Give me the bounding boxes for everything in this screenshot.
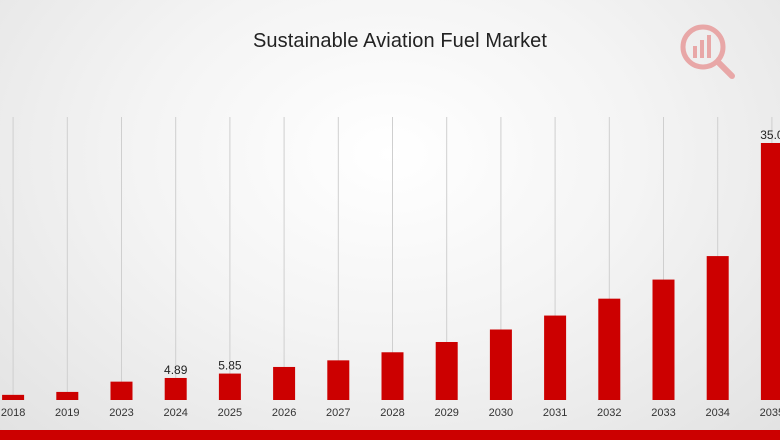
x-tick-label: 2025 bbox=[218, 407, 242, 419]
bar-2026 bbox=[273, 366, 296, 400]
x-tick-label: 2028 bbox=[380, 407, 404, 419]
bars bbox=[2, 143, 780, 400]
x-tick-label: 2030 bbox=[489, 407, 513, 419]
bar-2025 bbox=[218, 373, 241, 400]
x-tick-label: 2018 bbox=[1, 407, 25, 419]
bar-2018 bbox=[2, 394, 25, 400]
data-label: 5.85 bbox=[218, 359, 242, 373]
bar-2028 bbox=[381, 352, 404, 400]
data-label: 35.0 bbox=[760, 128, 780, 142]
bar-2024 bbox=[164, 377, 187, 400]
x-tick-label: 2024 bbox=[163, 407, 187, 419]
bottom-accent-band bbox=[0, 430, 780, 440]
x-tick-label: 2035 bbox=[760, 407, 780, 419]
bar-2034 bbox=[706, 256, 729, 400]
x-tick-label: 2032 bbox=[597, 407, 621, 419]
bar-2023 bbox=[110, 381, 133, 400]
data-label: 4.89 bbox=[164, 363, 188, 377]
bar-2031 bbox=[544, 315, 567, 400]
bar-2027 bbox=[327, 360, 350, 400]
chart-title: Sustainable Aviation Fuel Market bbox=[252, 30, 548, 52]
bar-2033 bbox=[652, 279, 675, 400]
x-tick-label: 2034 bbox=[705, 407, 729, 419]
bar-2035 bbox=[760, 143, 780, 400]
x-tick-label: 2019 bbox=[55, 407, 79, 419]
x-axis-ticks: 2018 2019 2023 2024 2025 2026 2027 2028 2029 2030… bbox=[1, 407, 780, 419]
bar-2030 bbox=[489, 329, 512, 400]
x-tick-label: 2031 bbox=[543, 407, 567, 419]
x-tick-label: 2033 bbox=[651, 407, 675, 419]
bar-2029 bbox=[435, 341, 458, 400]
x-tick-label: 2026 bbox=[272, 407, 296, 419]
x-tick-label: 2029 bbox=[434, 407, 458, 419]
x-tick-label: 2023 bbox=[109, 407, 133, 419]
bar-2019 bbox=[56, 391, 79, 400]
bar-2032 bbox=[598, 298, 621, 400]
data-labels: 4.89 5.85 35.0 bbox=[164, 128, 780, 377]
x-tick-label: 2027 bbox=[326, 407, 350, 419]
market-research-logo-icon bbox=[680, 24, 735, 79]
